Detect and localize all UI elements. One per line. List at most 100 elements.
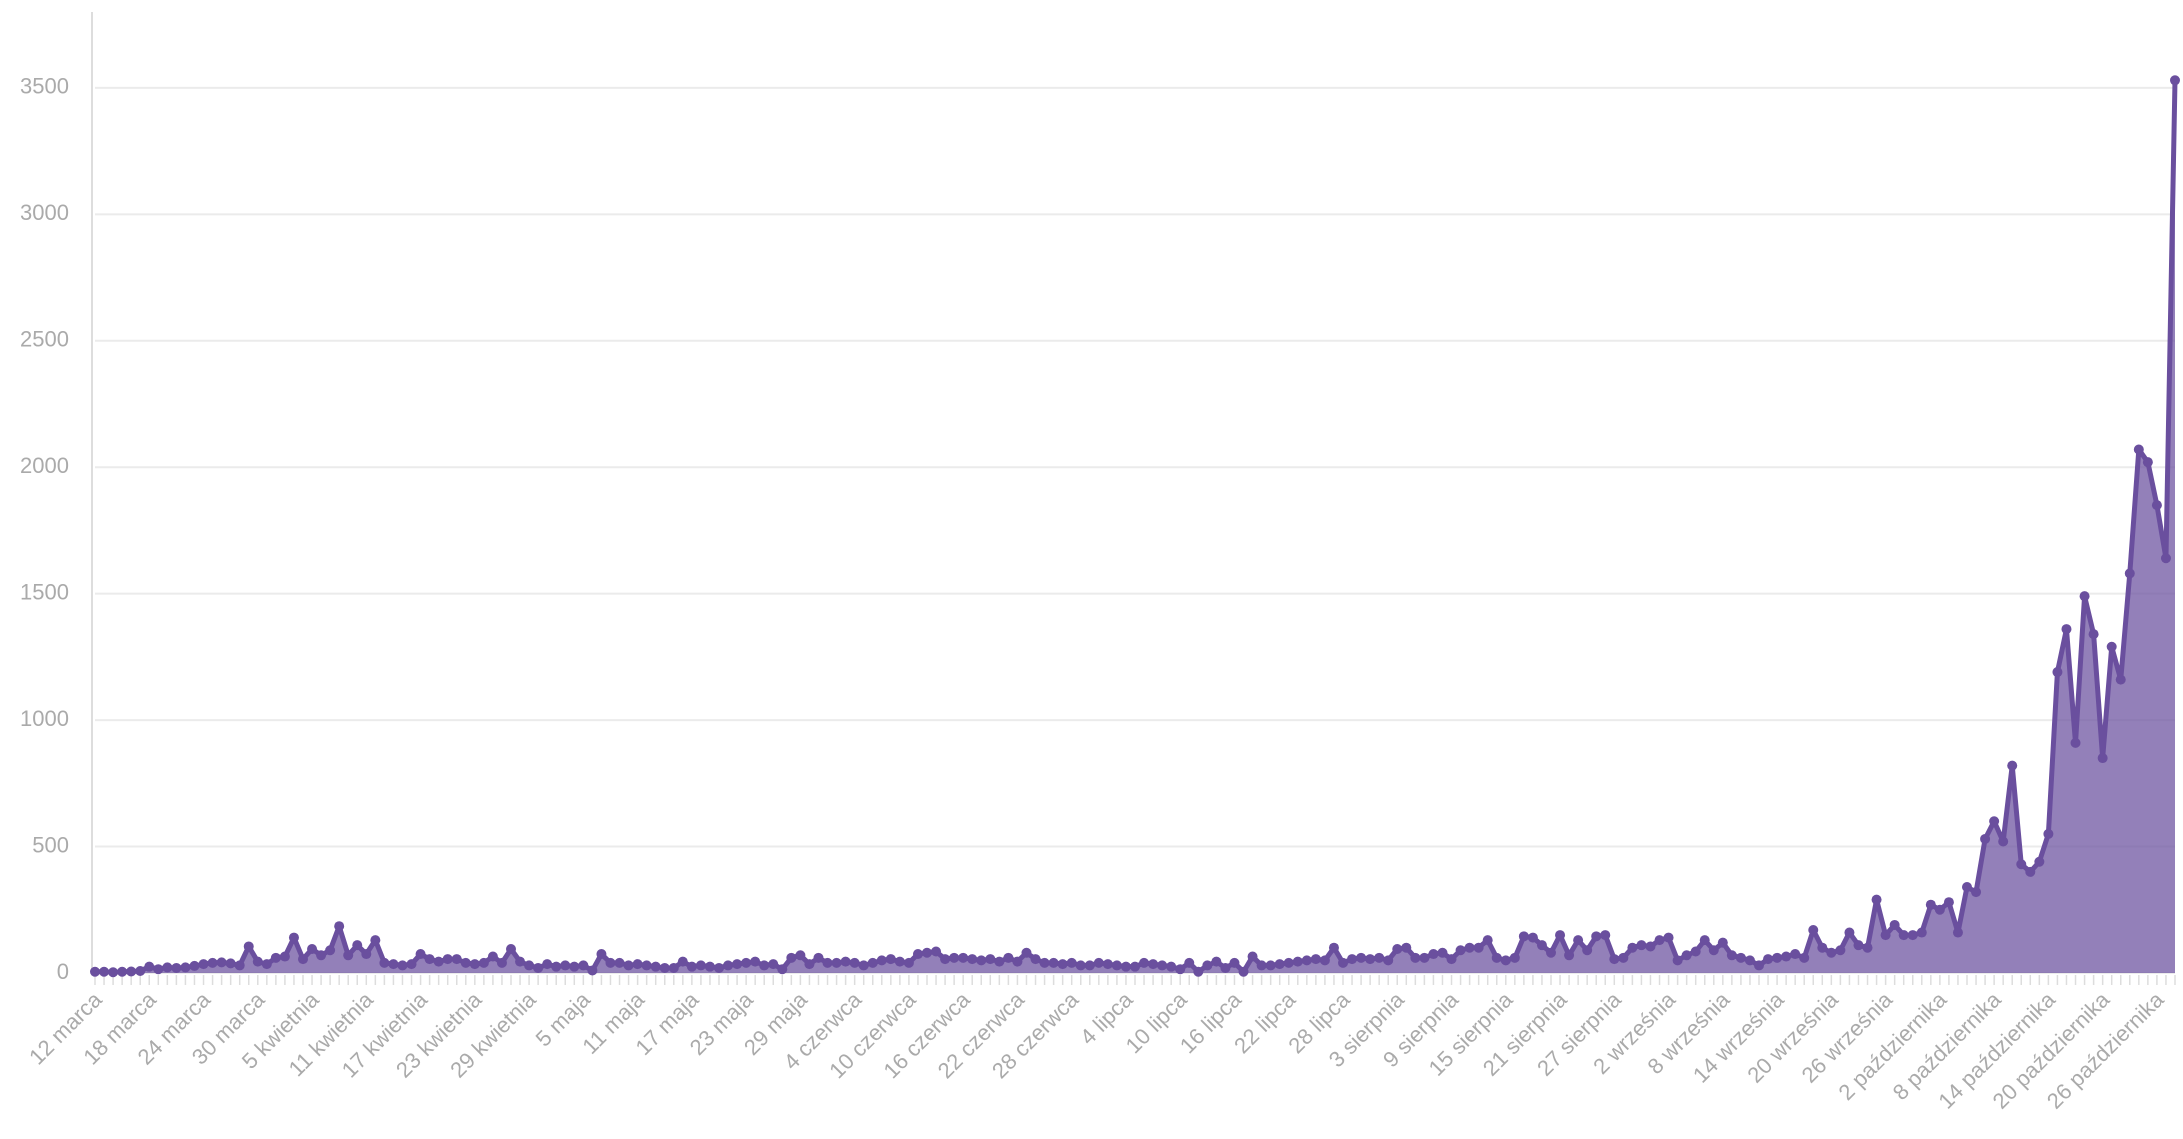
point [2016,859,2027,870]
point [1482,935,1493,946]
point [117,966,128,977]
y-tick-label: 500 [32,832,69,857]
point [334,921,345,932]
point [1365,954,1376,965]
point [1925,899,1936,910]
point [1283,957,1294,968]
point [1102,959,1113,970]
point [1120,961,1131,972]
point [1509,952,1520,963]
point [1989,816,2000,827]
point [1763,954,1774,965]
point [822,957,833,968]
point [614,957,625,968]
point [858,960,869,971]
point [1039,957,1050,968]
point [1998,836,2009,847]
point [750,956,761,967]
point [560,960,571,971]
point [1573,935,1584,946]
point [1428,949,1439,960]
point [1952,927,1963,938]
point [2025,866,2036,877]
point [1790,949,1801,960]
point [1627,942,1638,953]
y-tick-label: 3000 [20,200,69,225]
point [1654,935,1665,946]
point [2061,624,2072,635]
point [1980,833,1991,844]
point [1726,950,1737,961]
point [261,959,272,970]
point [433,956,444,967]
point [1256,960,1267,971]
point [1862,942,1873,953]
point [90,966,100,977]
point [1075,960,1086,971]
point [912,949,923,960]
point [1871,894,1882,905]
point [605,957,616,968]
point [2079,591,2090,602]
point [1184,957,1195,968]
point [1093,957,1104,968]
point [1772,952,1783,963]
point [578,960,589,971]
point [1889,919,1900,930]
point [1600,930,1611,941]
point [1401,942,1412,953]
y-tick-label: 0 [57,959,69,984]
point [1392,943,1403,954]
point [1754,960,1764,971]
point [623,960,634,971]
point [1491,952,1502,963]
point [126,966,137,977]
point [994,956,1005,967]
point [1744,955,1755,966]
point [641,960,652,971]
point [867,957,878,968]
point [1681,950,1692,961]
point [515,956,526,967]
point [1247,951,1258,962]
point [388,959,399,970]
point [207,957,218,968]
point [1437,947,1448,958]
y-tick-label: 2000 [20,453,69,478]
point [1546,947,1556,958]
point [686,961,697,972]
point [1301,955,1312,966]
point [1708,945,1719,956]
point [1328,942,1339,953]
point [2124,568,2135,579]
point [1916,927,1927,938]
point [343,950,354,961]
point [1717,937,1728,948]
point [759,960,770,971]
point [2043,828,2054,839]
point [225,958,236,969]
point [1220,962,1231,973]
point [569,961,580,972]
point [931,946,942,957]
point [1347,954,1358,965]
point [940,954,951,965]
point [1500,955,1511,966]
point [849,957,860,968]
point [533,962,544,973]
point [180,962,191,973]
point [1338,957,1348,968]
point [1166,961,1177,972]
y-tick-label: 1000 [20,706,69,731]
point [451,954,462,965]
point [1690,946,1701,957]
point [1464,942,1475,953]
point [723,960,734,971]
point [777,964,788,975]
point [1229,957,1240,968]
point [1808,925,1819,936]
point [1582,945,1593,956]
point [1057,959,1068,970]
point [2007,760,2018,771]
point [732,959,743,970]
